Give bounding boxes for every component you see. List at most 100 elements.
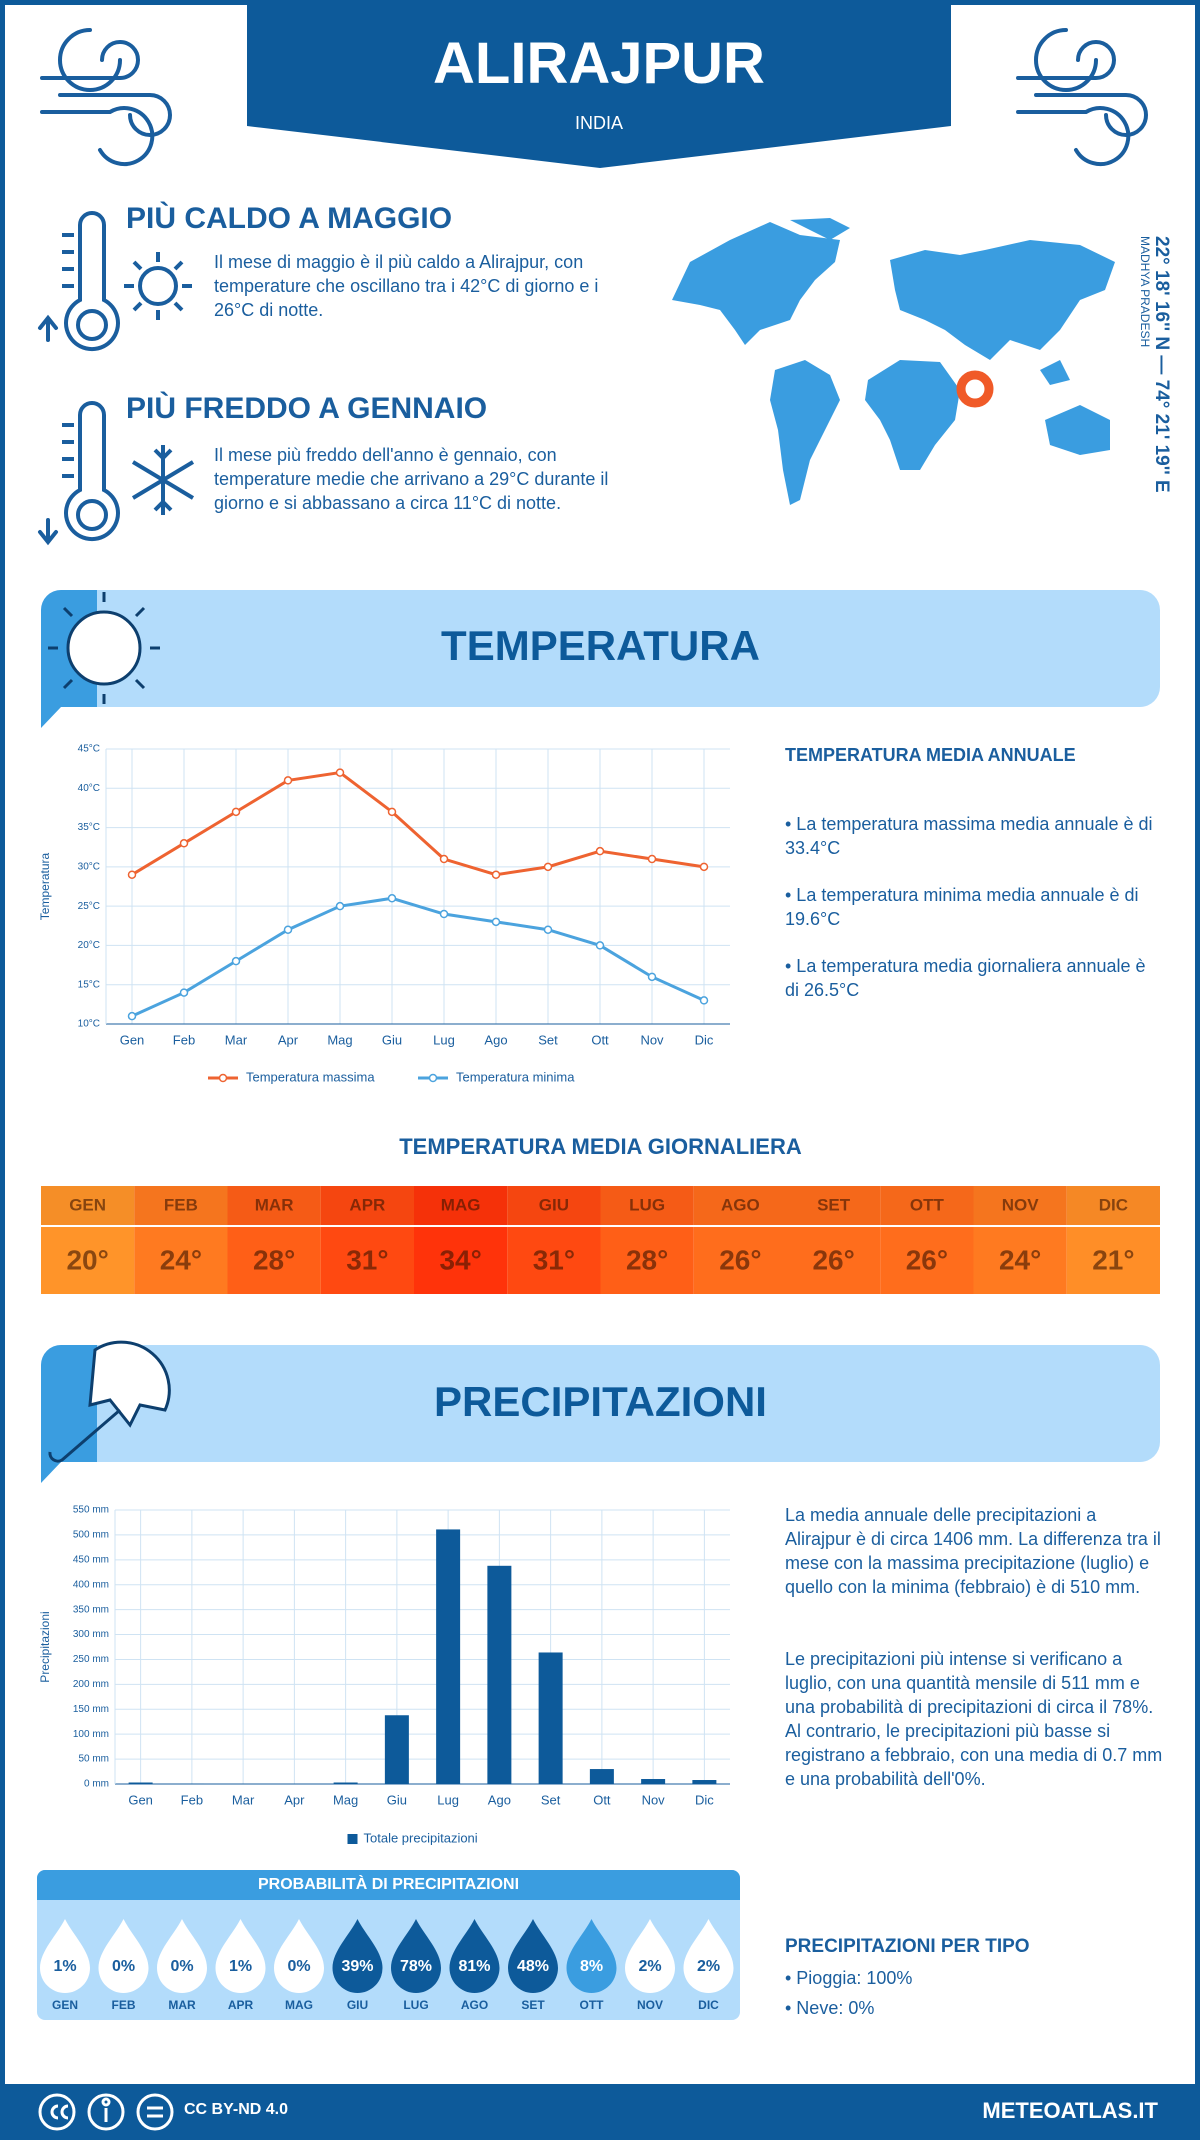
annual-point: • La temperatura minima media annuale è … <box>785 885 1139 929</box>
x-tick-label: Ago <box>488 1792 511 1807</box>
x-tick-label: Dic <box>695 1792 714 1807</box>
temp-cell <box>507 1227 601 1294</box>
point <box>595 846 605 856</box>
temp-month: MAG <box>441 1195 481 1214</box>
drop-month: APR <box>228 1998 254 2012</box>
bar <box>333 1782 358 1784</box>
coldest-text: Il mese più freddo dell'anno è gennaio, … <box>214 445 609 513</box>
drop-month: NOV <box>637 1998 663 2012</box>
temp-cell <box>320 1227 414 1294</box>
point <box>127 1011 137 1021</box>
temp-month: GEN <box>69 1195 106 1214</box>
x-tick-label: Apr <box>278 1032 299 1047</box>
series-line <box>131 770 705 877</box>
temp-value: 31° <box>533 1244 575 1275</box>
temp-cell <box>227 1227 321 1294</box>
temperature-banner <box>41 590 1160 707</box>
point <box>647 854 657 864</box>
temp-value: 28° <box>626 1244 668 1275</box>
precipitation-text: Le precipitazioni più intense si verific… <box>785 1649 1163 1789</box>
bar <box>487 1565 512 1784</box>
temp-value: 26° <box>812 1244 854 1275</box>
point <box>179 988 189 997</box>
temp-cell <box>787 1227 881 1294</box>
temp-cell-head <box>880 1186 974 1225</box>
temperature-title: TEMPERATURA <box>441 622 760 669</box>
y-tick-label: 500 mm <box>73 1530 109 1541</box>
y-tick-label: 0 mm <box>84 1779 109 1790</box>
drop <box>157 1919 207 1993</box>
point <box>543 925 553 934</box>
temp-cell-head <box>41 1186 135 1225</box>
temp-cell-shade <box>600 1186 694 1225</box>
temp-month: GIU <box>539 1195 569 1214</box>
probability-box <box>37 1870 740 2020</box>
drop <box>683 1919 734 1993</box>
temp-cell-head <box>507 1186 601 1225</box>
temp-month: DIC <box>1099 1195 1128 1214</box>
temp-month: OTT <box>910 1195 945 1214</box>
temp-value: 26° <box>719 1244 761 1275</box>
x-tick-label: Ott <box>593 1792 611 1807</box>
banner-corner <box>41 1345 97 1483</box>
temp-value: 21° <box>1092 1244 1134 1275</box>
temp-cell <box>414 1227 508 1294</box>
drop <box>215 1919 266 1993</box>
temp-cell <box>134 1227 228 1294</box>
legend-label: Totale precipitazioni <box>364 1830 478 1845</box>
annual-title: TEMPERATURA MEDIA ANNUALE <box>785 745 1076 765</box>
temp-value: 34° <box>439 1244 481 1275</box>
point <box>387 894 397 903</box>
drop-month: FEB <box>112 1998 136 2012</box>
license: CC BY-ND 4.0 <box>184 2101 289 2118</box>
point <box>543 862 553 872</box>
drop-value: 0% <box>287 1958 310 1975</box>
x-tick-label: Nov <box>642 1792 666 1807</box>
x-tick-label: Nov <box>640 1032 664 1047</box>
temp-cell-head <box>600 1186 694 1225</box>
temp-value: 24° <box>160 1244 202 1275</box>
y-tick-label: 350 mm <box>73 1604 109 1615</box>
temp-month: FEB <box>164 1195 198 1214</box>
temp-cell-head <box>414 1186 508 1225</box>
hottest-text: Il mese di maggio è il più caldo a Alira… <box>214 252 599 320</box>
temp-cell <box>600 1227 694 1294</box>
legend-swatch <box>347 1834 358 1844</box>
y-tick-label: 25°C <box>78 901 100 912</box>
y-tick-label: 400 mm <box>73 1579 109 1590</box>
point <box>491 917 501 927</box>
drop-month: LUG <box>403 1998 428 2012</box>
y-tick-label: 450 mm <box>73 1554 109 1565</box>
bar <box>538 1652 563 1784</box>
x-tick-label: Mag <box>333 1792 358 1807</box>
drop-value: 1% <box>53 1958 76 1975</box>
x-tick-label: Ott <box>591 1032 609 1047</box>
y-tick-label: 250 mm <box>73 1654 109 1665</box>
footer-bar <box>0 2084 1200 2140</box>
y-tick-label: 150 mm <box>73 1704 109 1715</box>
umbrella-icon <box>48 1340 171 1463</box>
bar <box>589 1769 614 1784</box>
bar <box>384 1715 409 1784</box>
x-tick-label: Mar <box>225 1032 248 1047</box>
x-tick-label: Dic <box>695 1032 714 1047</box>
temp-month: MAR <box>255 1195 294 1214</box>
point <box>335 768 345 777</box>
drop-month: MAG <box>285 1998 313 2012</box>
precipitation-title: PRECIPITAZIONI <box>434 1378 767 1425</box>
x-tick-label: Feb <box>181 1792 203 1807</box>
temp-value: 31° <box>346 1244 388 1275</box>
y-tick-label: 35°C <box>78 822 100 833</box>
temp-cell-shade <box>507 1186 601 1225</box>
temp-cell <box>1066 1227 1160 1294</box>
cold-icon <box>38 401 195 546</box>
point <box>283 925 293 934</box>
drop <box>508 1919 558 1993</box>
y-axis-label: Precipitazioni <box>38 1611 52 1682</box>
legend-point <box>428 1073 438 1083</box>
temp-cell-head <box>134 1186 228 1225</box>
x-tick-label: Apr <box>284 1792 305 1807</box>
temp-month: APR <box>349 1195 385 1214</box>
